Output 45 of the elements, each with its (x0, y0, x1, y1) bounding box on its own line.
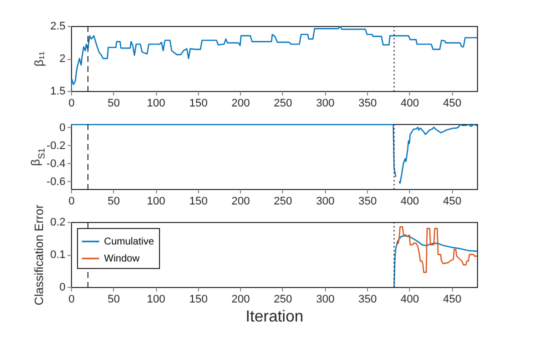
y-tick-label: 0 (59, 282, 66, 294)
x-tick-label: 0 (68, 196, 75, 208)
y-tick-label: 0.2 (50, 216, 66, 228)
x-tick-label: 450 (442, 98, 462, 110)
y-tick-label: 0.1 (50, 249, 66, 261)
x-tick-label: 150 (189, 196, 208, 208)
x-tick-label: 0 (68, 294, 75, 306)
x-tick-label: 350 (358, 196, 377, 208)
x-tick-label: 150 (189, 294, 208, 306)
y-axis-title: Classification Error (32, 204, 46, 306)
x-tick-label: 50 (108, 294, 120, 306)
x-tick-label: 350 (358, 294, 377, 306)
x-tick-label: 200 (231, 98, 250, 110)
x-tick-label: 250 (274, 98, 292, 110)
y-tick-label: -0.2 (46, 140, 66, 152)
x-tick-label: 450 (442, 196, 462, 208)
x-tick-label: 400 (400, 294, 420, 306)
x-tick-label: 450 (442, 294, 462, 306)
x-tick-label: 200 (231, 294, 250, 306)
x-tick-label: 300 (316, 294, 334, 306)
x-tick-label: 250 (274, 196, 292, 208)
x-tick-label: 150 (189, 98, 208, 110)
y-tick-label: 2 (59, 53, 66, 65)
y-tick-label: 1.5 (50, 86, 66, 98)
y-tick-label: -0.4 (46, 158, 66, 170)
x-tick-label: 50 (108, 196, 120, 208)
x-tick-label: 300 (316, 196, 334, 208)
x-tick-label: 250 (274, 294, 292, 306)
x-tick-label: 100 (146, 294, 166, 306)
x-axis-title: Iteration (246, 308, 304, 326)
legend-label: Window (104, 254, 140, 264)
y-tick-label: 2.5 (50, 20, 66, 32)
x-tick-label: 300 (316, 98, 334, 110)
y-tick-label: -0.6 (46, 176, 66, 188)
y-tick-label: 0 (59, 122, 66, 134)
x-tick-label: 400 (400, 196, 420, 208)
x-tick-label: 0 (68, 98, 75, 110)
legend-label: Cumulative (104, 236, 154, 248)
x-tick-label: 350 (358, 98, 377, 110)
x-tick-label: 50 (108, 98, 120, 110)
x-tick-label: 200 (231, 196, 250, 208)
x-tick-label: 100 (146, 98, 166, 110)
y-axis-title: β₁₁ (32, 52, 46, 66)
x-tick-label: 400 (400, 98, 420, 110)
x-tick-label: 100 (146, 196, 166, 208)
